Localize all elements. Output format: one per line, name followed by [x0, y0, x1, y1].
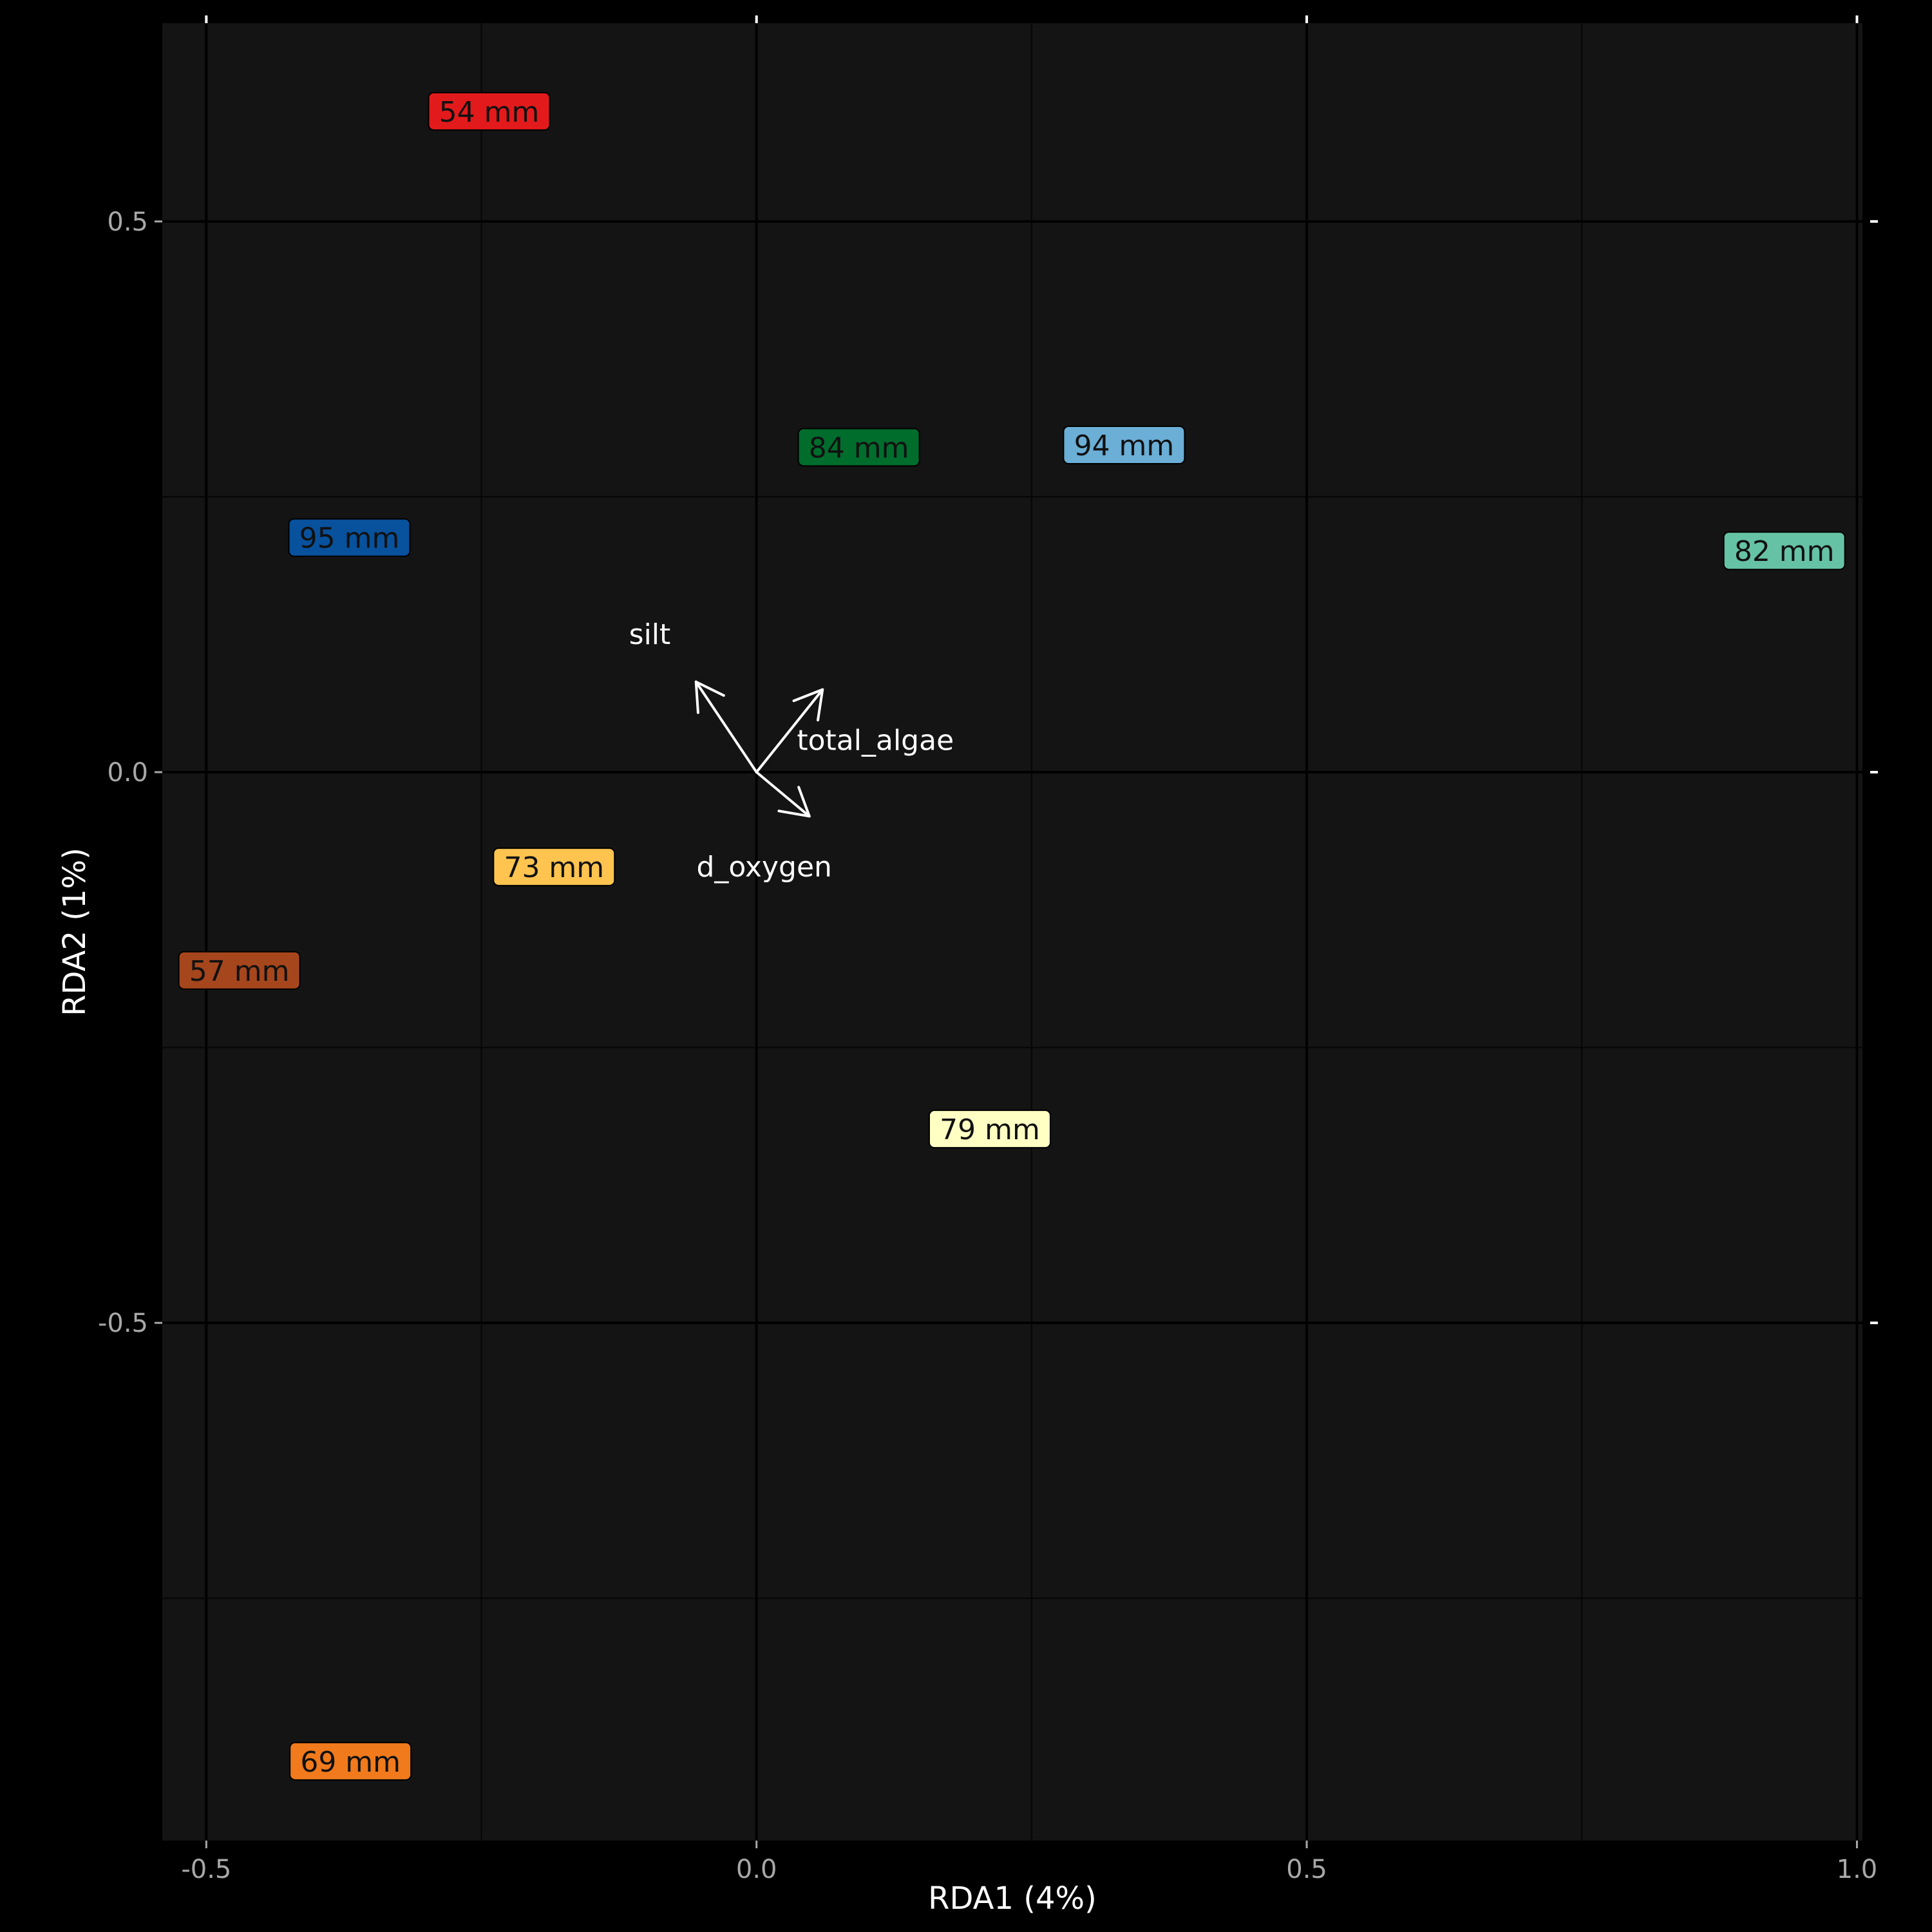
site-point: 95 mm [288, 518, 411, 557]
arrow-d-oxygen [755, 771, 811, 818]
arrowhead-d-oxygen [777, 786, 811, 818]
major-grid [162, 23, 1862, 1841]
site-label-text: 79 mm [940, 1113, 1040, 1146]
site-point: 73 mm [493, 848, 616, 887]
site-label-text: 82 mm [1734, 535, 1835, 568]
site-label-text: 84 mm [809, 431, 909, 464]
arrow-label-d-oxygen: d_oxygen [696, 851, 831, 884]
arrowhead-silt [694, 680, 725, 714]
x-axis-title: RDA1 (4%) [928, 1880, 1097, 1917]
site-label-box [928, 1110, 1051, 1149]
arrow-silt [694, 680, 758, 774]
arrow-total-algae [755, 688, 824, 774]
site-point: 82 mm [1723, 531, 1846, 571]
x-tick-label: -0.5 [181, 1855, 231, 1884]
site-label-text: 69 mm [300, 1746, 401, 1779]
minor-grid [162, 23, 1862, 1841]
site-label-text: 54 mm [439, 96, 540, 129]
x-tick-label: 1.0 [1837, 1855, 1878, 1884]
x-tick-label: 0.0 [736, 1855, 777, 1884]
y-tick-label: -0.5 [98, 1309, 148, 1338]
site-point: 94 mm [1063, 426, 1186, 465]
environmental-arrows: silt total_algae d_oxygen [629, 618, 954, 884]
site-point: 69 mm [289, 1741, 412, 1781]
site-label-box [1723, 531, 1846, 571]
site-label-text: 73 mm [504, 851, 604, 884]
y-tick-label: 0.0 [107, 758, 148, 788]
site-label-box [289, 1741, 412, 1781]
site-point: 84 mm [797, 428, 920, 467]
x-tick-label: 0.5 [1286, 1855, 1327, 1884]
site-label-box [428, 91, 551, 131]
site-point: 79 mm [928, 1110, 1051, 1149]
site-label-box [1063, 426, 1186, 465]
site-point: 54 mm [428, 91, 551, 131]
arrowhead-total-algae [792, 688, 824, 722]
site-label-text: 95 mm [299, 522, 400, 555]
site-label-box [493, 848, 616, 887]
axes: -0.5 0.0 0.5 1.0 -0.5 0.0 0.5 [98, 15, 1878, 1884]
y-tick-label: 0.5 [107, 207, 148, 237]
site-label-box [178, 951, 301, 990]
site-point: 57 mm [178, 951, 301, 990]
site-label-box [288, 518, 411, 557]
site-label-text: 94 mm [1074, 430, 1175, 462]
y-axis-title: RDA2 (1%) [57, 848, 93, 1016]
site-label-box [797, 428, 920, 467]
arrow-label-silt: silt [629, 618, 671, 651]
site-labels: 54 mm 84 mm 94 mm 95 mm 82 mm 73 mm 57 mm 79 mm… [178, 91, 1846, 1781]
plot-panel [162, 23, 1862, 1841]
site-label-text: 57 mm [189, 955, 290, 988]
arrow-label-total-algae: total_algae [797, 724, 954, 757]
